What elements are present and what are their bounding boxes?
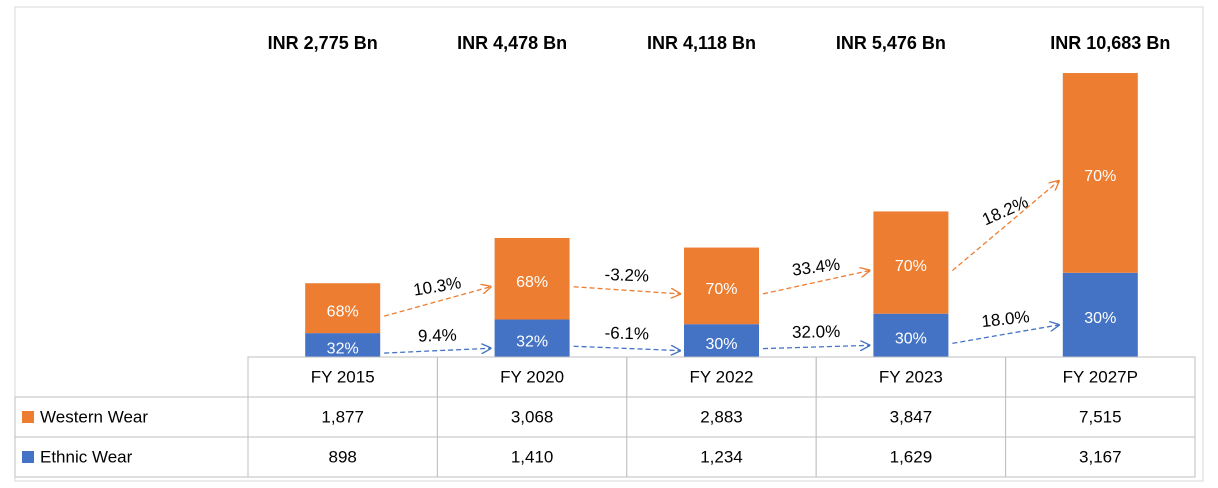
table-cell	[815, 436, 1007, 478]
growth-arrow	[762, 345, 869, 348]
total-label: INR 10,683 Bn	[1050, 33, 1170, 53]
growth-label: 18.0%	[981, 307, 1031, 331]
share-label: 68%	[516, 274, 548, 291]
share-label: 68%	[327, 303, 359, 320]
share-label: 32%	[516, 333, 548, 350]
growth-label: -6.1%	[604, 323, 649, 343]
bar-segment	[1062, 73, 1138, 273]
table-value: 7,515	[1079, 407, 1122, 426]
x-tick-label: FY 2023	[879, 367, 943, 386]
table-cell	[1005, 396, 1196, 438]
table-value: 1,877	[321, 407, 364, 426]
table-cell	[247, 396, 438, 438]
total-label: INR 4,478 Bn	[457, 33, 567, 53]
x-tick-label: FY 2027P	[1063, 367, 1138, 386]
bar-segment	[873, 211, 949, 314]
table-cell	[14, 436, 249, 478]
growth-label: 32.0%	[792, 322, 841, 342]
bar-segment	[305, 283, 381, 334]
growth-arrow	[952, 325, 1058, 344]
growth-arrow	[573, 346, 680, 350]
bar-segment	[494, 237, 570, 320]
bar-segment	[684, 247, 759, 325]
x-tick-label: FY 2020	[500, 367, 564, 386]
bar-segment	[684, 324, 759, 357]
growth-arrow	[951, 181, 1058, 272]
growth-label: 9.4%	[418, 326, 457, 346]
x-tick-label: FY 2022	[690, 367, 754, 386]
share-label: 30%	[895, 331, 927, 348]
growth-arrow	[573, 286, 680, 294]
total-label: INR 4,118 Bn	[647, 33, 756, 53]
table-cell	[626, 436, 817, 478]
table-value: 3,167	[1079, 447, 1122, 466]
share-label: 32%	[327, 340, 359, 357]
table-value: 3,068	[511, 407, 554, 426]
table-value: 1,629	[890, 447, 933, 466]
table-value: 898	[329, 447, 357, 466]
bar-segment	[305, 333, 381, 357]
growth-arrow	[384, 348, 490, 353]
legend-label: Western Wear	[40, 407, 148, 426]
x-tick-label: FY 2015	[311, 367, 375, 386]
share-label: 30%	[705, 336, 737, 353]
share-label: 70%	[705, 281, 737, 298]
table-value: 3,847	[890, 407, 933, 426]
table-cell	[247, 436, 438, 478]
legend-label: Ethnic Wear	[40, 447, 133, 466]
bar-segment	[873, 313, 949, 357]
table-value: 2,883	[700, 407, 743, 426]
growth-arrow	[384, 287, 490, 317]
table-value: 1,234	[700, 447, 743, 466]
total-label: INR 2,775 Bn	[268, 33, 378, 53]
growth-label: -3.2%	[604, 265, 649, 286]
share-label: 70%	[895, 258, 927, 275]
legend-swatch	[22, 451, 34, 463]
table-value: 1,410	[511, 447, 554, 466]
legend-swatch	[22, 411, 34, 423]
bar-segment	[1062, 272, 1138, 357]
bar-segment	[494, 319, 570, 357]
share-label: 70%	[1084, 168, 1116, 185]
table-cell	[14, 396, 249, 438]
growth-arrow	[762, 271, 869, 295]
share-label: 30%	[1084, 310, 1116, 327]
total-label: INR 5,476 Bn	[836, 33, 946, 53]
table-cell	[1005, 436, 1196, 478]
